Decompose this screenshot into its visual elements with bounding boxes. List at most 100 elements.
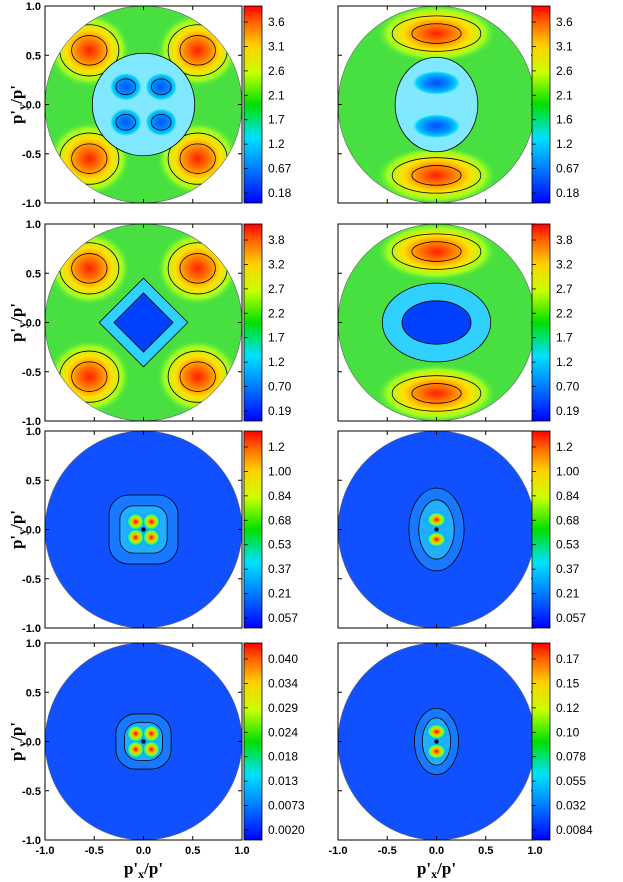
contour-line bbox=[71, 143, 108, 174]
contour-line bbox=[411, 241, 462, 262]
cool-core bbox=[92, 53, 195, 156]
x-axis-title-sub: x bbox=[138, 867, 144, 881]
colorbar-tick-label: 0.040 bbox=[268, 652, 298, 666]
heatmap-layer bbox=[414, 708, 459, 775]
colorbar-tick-label: 1.2 bbox=[556, 440, 573, 454]
y-tick-label: 0.0 bbox=[26, 525, 41, 537]
colorbar-tick-label: 3.1 bbox=[268, 39, 285, 53]
colorbar-tick-label: 0.024 bbox=[268, 725, 298, 739]
contour-line bbox=[179, 143, 216, 174]
panel-r1c2: 3.6 3.1 2.6 2.1 1.6 1.2 0.67 0.18 bbox=[337, 5, 580, 204]
colorbar-tick-label: 0.37 bbox=[268, 562, 292, 576]
hot-lobe bbox=[47, 230, 131, 306]
contour-line bbox=[391, 233, 482, 270]
colorbar-tick-label: 3.1 bbox=[556, 39, 573, 53]
x-axis-title-sub: x bbox=[431, 867, 437, 881]
panel-r4c1: 1.00.50.0-0.5-1.0p'y/p'-1.0 -0.5 0.0 0.5 1.0… bbox=[7, 638, 305, 881]
colorbar-tick-label: 1.2 bbox=[268, 355, 285, 369]
colorbar-tick-label: 3.8 bbox=[268, 233, 285, 247]
colorbar-tick-label: 3.2 bbox=[268, 257, 285, 271]
center-singularity bbox=[434, 739, 439, 744]
y-axis-title-sub: y bbox=[15, 104, 29, 110]
colorbar-tick-label: 0.18 bbox=[268, 186, 292, 200]
x-axis-title-main: p' bbox=[124, 859, 138, 878]
hot-spot bbox=[142, 740, 161, 759]
y-tick-label: 1.0 bbox=[26, 638, 41, 650]
hot-spot bbox=[126, 740, 145, 759]
colorbar-tick-label: 0.10 bbox=[556, 725, 580, 739]
colorbar-tick-label: 3.6 bbox=[556, 15, 573, 29]
hot-spot bbox=[126, 528, 145, 547]
x-tick-label: 1.0 bbox=[527, 845, 542, 857]
y-axis-title-main: p' bbox=[7, 328, 26, 342]
colorbar-tick-label: 3.2 bbox=[556, 257, 573, 271]
x-tick-label: 0.0 bbox=[429, 845, 444, 857]
colorbar-tick-label: 0.034 bbox=[268, 676, 298, 690]
panel-r3c2: 1.2 1.00 0.84 0.68 0.53 0.37 0.21 0.057 bbox=[337, 430, 586, 629]
hot-spot bbox=[426, 531, 447, 548]
colorbar-tick-label: 3.8 bbox=[556, 233, 573, 247]
colorbar-tick-label: 0.67 bbox=[268, 162, 292, 176]
contour-line bbox=[391, 375, 482, 412]
cool-lobe bbox=[412, 114, 461, 138]
cool-lobe bbox=[145, 72, 177, 101]
y-axis-title: p'y/p' bbox=[7, 510, 29, 549]
colorbar bbox=[243, 642, 263, 841]
center-singularity bbox=[141, 739, 146, 744]
colorbar-tick-label: 0.18 bbox=[556, 186, 580, 200]
y-axis-title-tail: /p' bbox=[7, 722, 26, 742]
cool-ellipse-core bbox=[401, 300, 472, 345]
y-axis-title-main: p' bbox=[7, 535, 26, 549]
colorbar-tick-label: 1.00 bbox=[268, 464, 292, 478]
hot-spot bbox=[142, 512, 161, 531]
heatmap-layer bbox=[45, 224, 242, 421]
contour-line bbox=[179, 361, 216, 392]
y-tick-label: 0.5 bbox=[26, 475, 41, 487]
colorbar-tick-label: 1.2 bbox=[556, 137, 573, 151]
y-tick-label: 0.0 bbox=[26, 100, 41, 112]
colorbar-tick-label: 0.0073 bbox=[268, 799, 305, 813]
y-tick-label: 0.0 bbox=[26, 737, 41, 749]
panel-r3c1: 1.0 0.5 0.0 -0.5 -1.0 p'y/p' 1.2 1.00 0.84 0.68 0.… bbox=[7, 426, 298, 635]
colorbar bbox=[531, 223, 551, 422]
heatmap-layer bbox=[408, 487, 465, 572]
colorbar-tick-label: 1.7 bbox=[268, 331, 285, 345]
y-tick-label: -1.0 bbox=[22, 198, 41, 210]
hot-spot bbox=[142, 528, 161, 547]
colorbar-tick-label: 0.70 bbox=[268, 380, 292, 394]
colorbar-tick-label: 2.1 bbox=[556, 88, 573, 102]
colorbar-tick-label: 0.53 bbox=[556, 538, 580, 552]
contour-line bbox=[411, 23, 462, 44]
hot-lobe bbox=[375, 6, 498, 64]
colorbar-tick-label: 0.68 bbox=[556, 513, 580, 527]
colorbar-tick-label: 2.6 bbox=[268, 64, 285, 78]
contour-line bbox=[71, 35, 108, 66]
y-tick-label: -1.0 bbox=[22, 623, 41, 635]
colorbar-tick-label: 0.055 bbox=[556, 774, 586, 788]
colorbar-tick-label: 0.078 bbox=[556, 750, 586, 764]
y-tick-label: 0.0 bbox=[26, 318, 41, 330]
contour-line bbox=[115, 78, 137, 96]
y-tick-label: -0.5 bbox=[22, 367, 41, 379]
colorbar-tick-label: 1.2 bbox=[556, 355, 573, 369]
x-tick-label: 0.5 bbox=[185, 845, 200, 857]
colorbar-tick-label: 0.19 bbox=[268, 404, 292, 418]
cool-diamond-core bbox=[113, 292, 174, 353]
x-tick-label: 0.0 bbox=[136, 845, 151, 857]
colorbar-tick-label: 0.17 bbox=[556, 652, 580, 666]
x-axis-title-tail: /p' bbox=[436, 859, 456, 878]
y-axis-title: p'y/p' bbox=[7, 722, 29, 761]
y-tick-label: -0.5 bbox=[22, 574, 41, 586]
contour-line bbox=[71, 361, 108, 392]
colorbar bbox=[531, 5, 551, 204]
colorbar-tick-label: 1.2 bbox=[268, 137, 285, 151]
hot-spot bbox=[126, 512, 145, 531]
heatmap-layer bbox=[45, 6, 242, 203]
colorbar-tick-label: 1.00 bbox=[556, 464, 580, 478]
colorbar-tick-label: 0.018 bbox=[268, 750, 298, 764]
x-axis-title-main: p' bbox=[417, 859, 431, 878]
colorbar-tick-label: 0.057 bbox=[268, 611, 298, 625]
hot-lobe bbox=[156, 339, 240, 415]
y-axis-title: p'y/p' bbox=[7, 303, 29, 342]
x-tick-label: -0.5 bbox=[378, 845, 397, 857]
